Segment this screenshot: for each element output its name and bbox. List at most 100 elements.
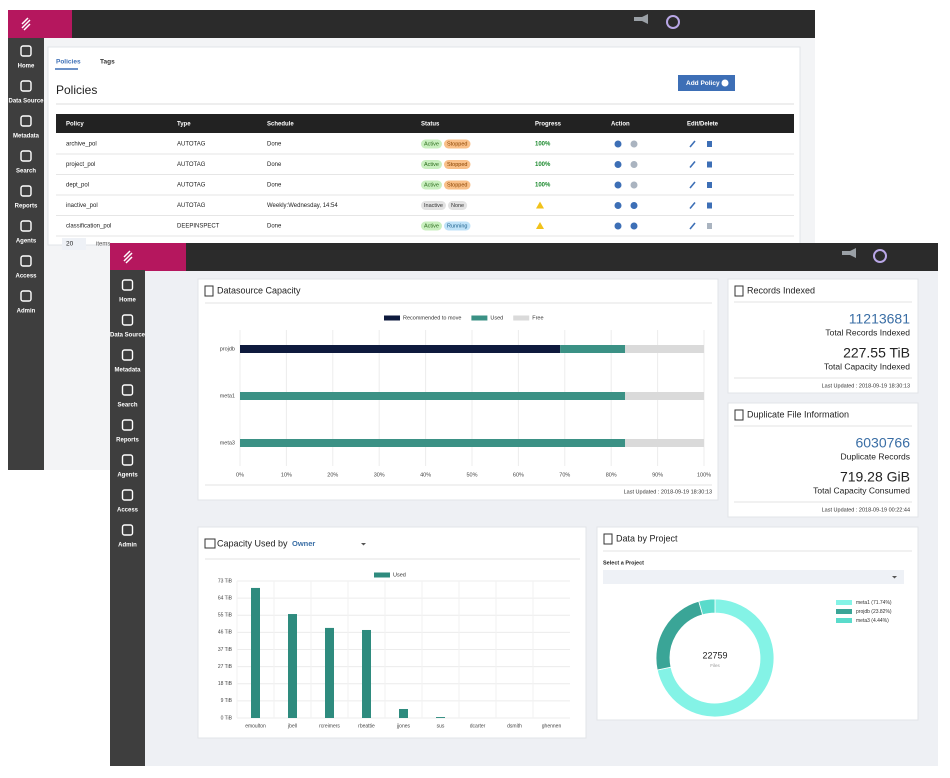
bar-segment xyxy=(560,345,626,353)
donut-slice xyxy=(656,598,775,718)
table-cell: dept_pol xyxy=(66,183,89,189)
user-icon[interactable] xyxy=(873,249,887,263)
nav-icon[interactable] xyxy=(20,255,32,267)
legend-swatch xyxy=(836,609,852,614)
last-updated: Last Updated : 2018-09-19 18:30:13 xyxy=(624,489,712,495)
table-cell: classification_pol xyxy=(66,224,111,230)
delete-action[interactable] xyxy=(707,202,712,209)
x-tick-label: ghennen xyxy=(542,723,562,729)
notifications-icon[interactable] xyxy=(634,14,648,24)
panel-title: Capacity Used by xyxy=(217,538,288,548)
bar xyxy=(325,627,334,718)
nav-label: Home xyxy=(18,64,35,70)
panel-title: Datasource Capacity xyxy=(217,285,301,295)
y-tick-label: 73 TiB xyxy=(218,578,233,584)
legend-swatch xyxy=(836,618,852,623)
stop-action[interactable] xyxy=(630,181,638,189)
bar-segment xyxy=(625,439,704,447)
add-button[interactable] xyxy=(678,75,735,91)
edit-action[interactable] xyxy=(689,140,696,148)
nav-icon[interactable] xyxy=(121,384,134,396)
title-icon xyxy=(204,538,216,549)
table-cell: AUTOTAG xyxy=(177,162,206,168)
center-value: 22759 xyxy=(702,650,727,660)
nav-icon[interactable] xyxy=(20,150,32,162)
run-action[interactable] xyxy=(614,181,622,189)
bar-segment xyxy=(625,392,704,400)
status-label: None xyxy=(451,203,464,209)
nav-icon[interactable] xyxy=(20,115,32,127)
table-cell: AUTOTAG xyxy=(177,183,206,189)
run-action[interactable] xyxy=(614,161,622,168)
stop-action[interactable] xyxy=(630,161,638,168)
nav-icon[interactable] xyxy=(121,349,134,361)
add-icon xyxy=(721,79,729,87)
nav-icon[interactable] xyxy=(20,220,32,232)
x-tick-label: 10% xyxy=(281,472,292,478)
nav-icon[interactable] xyxy=(121,489,134,501)
x-tick-label: 40% xyxy=(420,472,431,478)
bar-segment xyxy=(240,345,561,353)
x-tick-label: 100% xyxy=(697,472,711,478)
edit-action[interactable] xyxy=(689,201,696,210)
nav-icon[interactable] xyxy=(20,45,32,57)
x-tick-label: 30% xyxy=(374,472,385,478)
nav-icon[interactable] xyxy=(121,524,134,536)
nav-icon[interactable] xyxy=(121,279,134,291)
stop-action[interactable] xyxy=(630,202,638,209)
page-size-label: items xyxy=(96,242,110,248)
run-action[interactable] xyxy=(614,202,622,209)
status-label: Running xyxy=(447,223,468,229)
y-tick-label: 0 TiB xyxy=(221,715,233,721)
legend-swatch xyxy=(384,315,400,321)
delete-action[interactable] xyxy=(707,141,712,147)
delete-action[interactable] xyxy=(707,223,712,229)
y-tick-label: 55 TiB xyxy=(218,613,233,619)
stop-action[interactable] xyxy=(630,222,638,230)
stop-action[interactable] xyxy=(630,140,638,148)
panel xyxy=(727,278,919,394)
select-caret xyxy=(892,576,897,579)
nav-label: Agents xyxy=(117,473,138,479)
y-tick-label: 27 TiB xyxy=(218,664,233,670)
nav-icon[interactable] xyxy=(20,185,32,197)
column-header: Type xyxy=(177,122,191,128)
x-tick-label: 50% xyxy=(466,472,477,478)
notifications-icon[interactable] xyxy=(842,248,856,258)
selector-caret[interactable] xyxy=(361,543,366,546)
run-action[interactable] xyxy=(614,140,622,148)
nav-icon[interactable] xyxy=(121,314,134,326)
delete-action[interactable] xyxy=(707,161,712,168)
legend-swatch xyxy=(471,315,488,321)
user-icon[interactable] xyxy=(666,15,680,29)
table-cell: Done xyxy=(267,162,282,168)
stat-capacity: 227.55 TiB xyxy=(843,345,910,361)
logo xyxy=(110,243,186,271)
nav-icon[interactable] xyxy=(121,454,134,466)
nav-icon[interactable] xyxy=(20,80,32,92)
page-size[interactable] xyxy=(62,238,86,250)
logo-mark xyxy=(21,17,31,31)
legend-label: Recommended to move xyxy=(403,315,461,321)
x-tick-label: rcreimers xyxy=(319,723,340,729)
y-tick-label: meta3 xyxy=(220,440,235,446)
title-icon xyxy=(204,285,214,297)
delete-action[interactable] xyxy=(707,182,712,188)
title-icon xyxy=(734,285,744,297)
status-label: Active xyxy=(424,182,439,188)
run-action[interactable] xyxy=(614,222,622,230)
edit-action[interactable] xyxy=(689,181,696,189)
bar xyxy=(251,587,260,718)
last-updated: Last Updated : 2018-09-19 00:22:44 xyxy=(822,507,910,513)
project-select[interactable] xyxy=(603,570,904,584)
tab: Tags xyxy=(100,59,115,66)
nav-label: Access xyxy=(15,274,37,280)
status-badge xyxy=(421,139,442,149)
nav-icon[interactable] xyxy=(121,419,134,431)
edit-action[interactable] xyxy=(689,160,696,169)
edit-action[interactable] xyxy=(689,222,696,230)
bar-segment xyxy=(240,392,626,400)
y-tick-label: 37 TiB xyxy=(218,647,233,653)
nav-icon[interactable] xyxy=(20,290,32,302)
bar xyxy=(436,717,445,718)
